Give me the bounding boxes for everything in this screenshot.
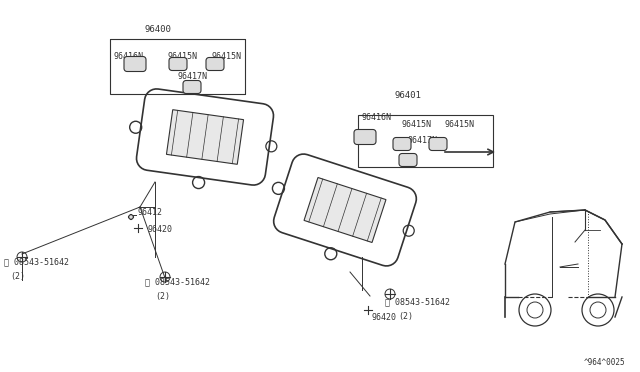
Text: 96416N: 96416N (362, 112, 392, 122)
Text: Ⓢ 08543-51642: Ⓢ 08543-51642 (4, 257, 69, 266)
Text: 96400: 96400 (145, 25, 172, 34)
Text: Ⓢ 08543-51642: Ⓢ 08543-51642 (385, 298, 450, 307)
Polygon shape (169, 58, 187, 71)
Text: ^964^0025: ^964^0025 (584, 358, 625, 367)
Text: 96417N: 96417N (178, 71, 208, 80)
Polygon shape (304, 177, 386, 243)
Polygon shape (183, 80, 201, 93)
Text: 96415N: 96415N (445, 119, 475, 128)
Text: 96417N: 96417N (408, 135, 438, 144)
Bar (110, 39, 245, 94)
Polygon shape (124, 57, 146, 71)
Text: 96415N: 96415N (212, 51, 242, 61)
Text: 96416N: 96416N (113, 51, 143, 61)
Polygon shape (129, 215, 134, 219)
Polygon shape (399, 154, 417, 167)
Text: 96415N: 96415N (168, 51, 198, 61)
Text: 96401: 96401 (395, 91, 421, 100)
Text: (2): (2) (10, 272, 25, 280)
Text: 96420: 96420 (148, 224, 173, 234)
Polygon shape (166, 110, 244, 164)
Polygon shape (429, 138, 447, 151)
Text: 96415N: 96415N (402, 119, 432, 128)
Polygon shape (354, 129, 376, 144)
Text: Ⓢ 08543-51642: Ⓢ 08543-51642 (145, 278, 210, 286)
Text: 96412: 96412 (138, 208, 163, 217)
Polygon shape (393, 138, 411, 151)
Polygon shape (206, 58, 224, 71)
Text: (2): (2) (155, 292, 170, 301)
Bar (358, 115, 493, 167)
Text: (2): (2) (398, 311, 413, 321)
Text: 96420: 96420 (372, 312, 397, 321)
